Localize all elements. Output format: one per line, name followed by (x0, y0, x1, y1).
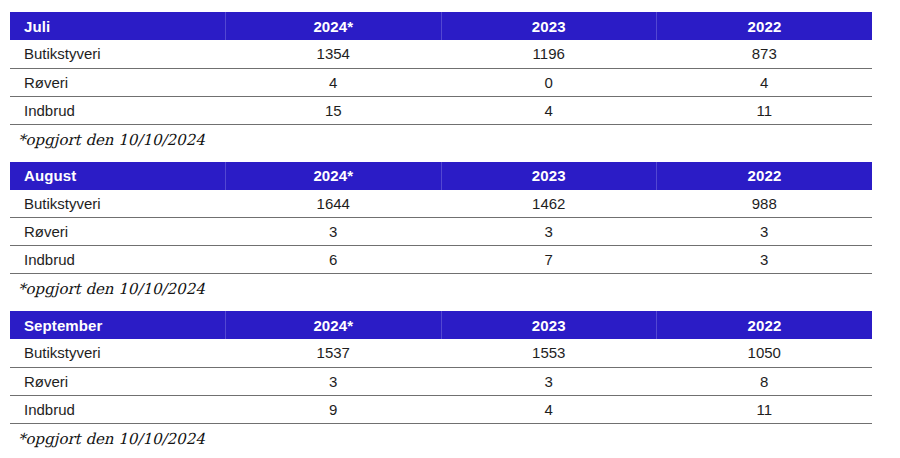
table-row: Butikstyveri 1644 1462 988 (10, 190, 872, 218)
value-cell: 4 (226, 68, 442, 96)
monthly-stats-block-september: September 2024* 2023 2022 Butikstyveri 1… (10, 311, 872, 448)
value-cell: 4 (657, 68, 873, 96)
page: Juli 2024* 2023 2022 Butikstyveri 1354 1… (0, 0, 900, 448)
monthly-stats-block-august: August 2024* 2023 2022 Butikstyveri 1644… (10, 162, 872, 299)
year-header: 2022 (657, 162, 873, 190)
monthly-stats-block-juli: Juli 2024* 2023 2022 Butikstyveri 1354 1… (10, 12, 872, 149)
month-header: Juli (10, 12, 226, 40)
table-row: Indbrud 6 7 3 (10, 246, 872, 274)
category-label: Butikstyveri (10, 40, 226, 68)
value-cell: 1354 (226, 40, 442, 68)
footnote: *opgjort den 10/10/2024 (18, 430, 872, 448)
year-header: 2023 (441, 311, 657, 339)
table-row: Røveri 4 0 4 (10, 68, 872, 96)
category-label: Indbrud (10, 246, 226, 274)
table-row: Butikstyveri 1537 1553 1050 (10, 339, 872, 367)
year-header: 2024* (226, 162, 442, 190)
table-row: Indbrud 9 4 11 (10, 395, 872, 423)
header-row: August 2024* 2023 2022 (10, 162, 872, 190)
year-header: 2022 (657, 12, 873, 40)
value-cell: 1462 (441, 190, 657, 218)
value-cell: 988 (657, 190, 873, 218)
value-cell: 1050 (657, 339, 873, 367)
stats-table-juli: Juli 2024* 2023 2022 Butikstyveri 1354 1… (10, 12, 872, 125)
header-row: September 2024* 2023 2022 (10, 311, 872, 339)
category-label: Røveri (10, 68, 226, 96)
value-cell: 3 (657, 246, 873, 274)
month-header: August (10, 162, 226, 190)
category-label: Indbrud (10, 96, 226, 124)
category-label: Røveri (10, 367, 226, 395)
year-header: 2024* (226, 311, 442, 339)
stats-table-september: September 2024* 2023 2022 Butikstyveri 1… (10, 311, 872, 424)
table-row: Butikstyveri 1354 1196 873 (10, 40, 872, 68)
category-label: Butikstyveri (10, 339, 226, 367)
footnote: *opgjort den 10/10/2024 (18, 131, 872, 149)
value-cell: 3 (226, 218, 442, 246)
value-cell: 1553 (441, 339, 657, 367)
value-cell: 1644 (226, 190, 442, 218)
header-row: Juli 2024* 2023 2022 (10, 12, 872, 40)
value-cell: 4 (441, 96, 657, 124)
stats-table-august: August 2024* 2023 2022 Butikstyveri 1644… (10, 162, 872, 275)
value-cell: 8 (657, 367, 873, 395)
value-cell: 4 (441, 395, 657, 423)
value-cell: 15 (226, 96, 442, 124)
table-row: Røveri 3 3 3 (10, 218, 872, 246)
footnote: *opgjort den 10/10/2024 (18, 280, 872, 298)
value-cell: 1196 (441, 40, 657, 68)
value-cell: 9 (226, 395, 442, 423)
year-header: 2023 (441, 12, 657, 40)
value-cell: 7 (441, 246, 657, 274)
value-cell: 1537 (226, 339, 442, 367)
category-label: Indbrud (10, 395, 226, 423)
year-header: 2023 (441, 162, 657, 190)
month-header: September (10, 311, 226, 339)
value-cell: 3 (226, 367, 442, 395)
value-cell: 3 (657, 218, 873, 246)
value-cell: 11 (657, 96, 873, 124)
category-label: Butikstyveri (10, 190, 226, 218)
value-cell: 3 (441, 367, 657, 395)
value-cell: 873 (657, 40, 873, 68)
category-label: Røveri (10, 218, 226, 246)
value-cell: 3 (441, 218, 657, 246)
year-header: 2022 (657, 311, 873, 339)
value-cell: 0 (441, 68, 657, 96)
table-row: Indbrud 15 4 11 (10, 96, 872, 124)
year-header: 2024* (226, 12, 442, 40)
value-cell: 11 (657, 395, 873, 423)
value-cell: 6 (226, 246, 442, 274)
table-row: Røveri 3 3 8 (10, 367, 872, 395)
